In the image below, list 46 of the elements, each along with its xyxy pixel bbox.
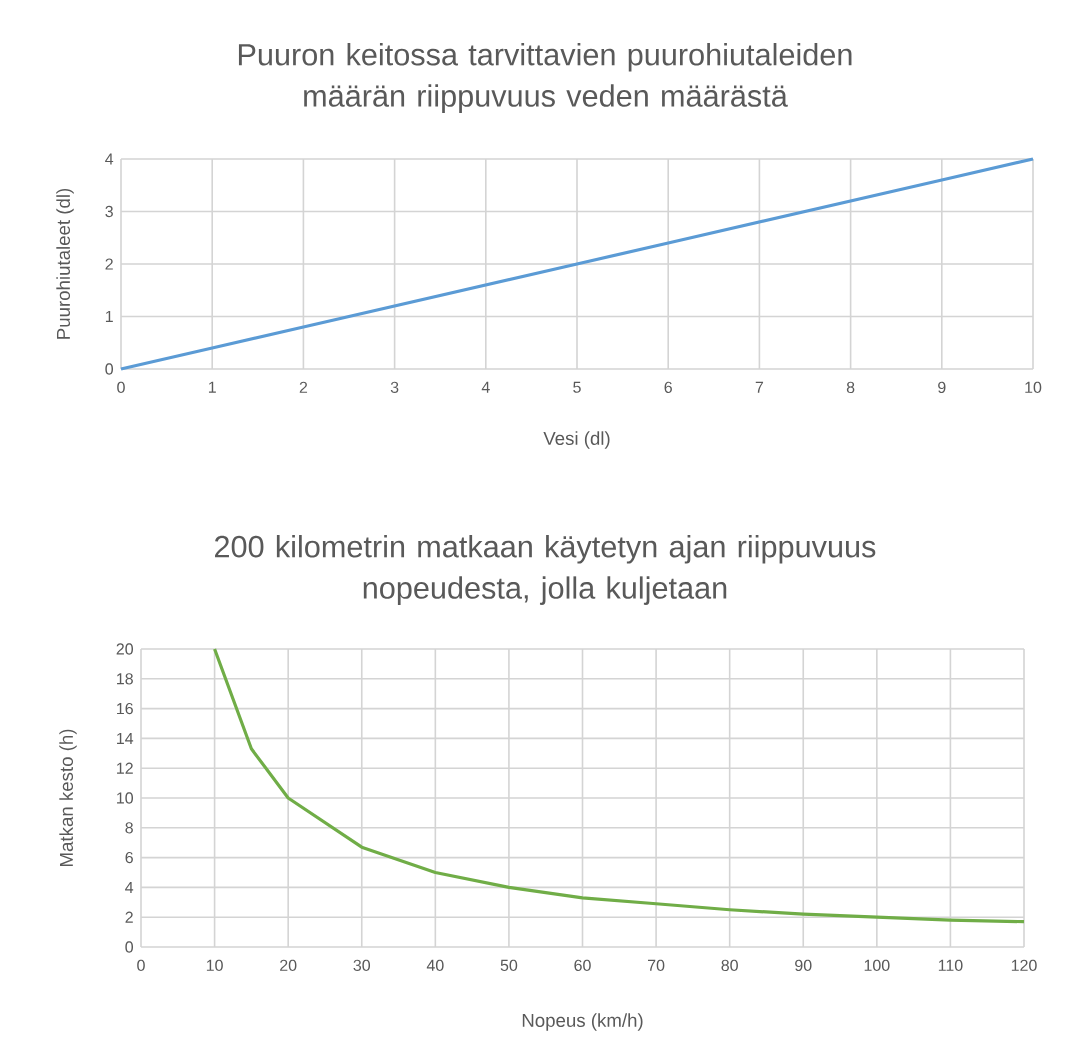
- y-tick-label: 20: [116, 643, 134, 655]
- x-tick-label: 5: [573, 381, 581, 393]
- y-tick-label: 10: [117, 792, 134, 804]
- y-tick-label: 2: [125, 911, 133, 923]
- y-tick-label: 12: [117, 762, 133, 774]
- chart-title: Puuron keitossa tarvittavien puurohiutaleiden määrän riippuvuus veden määrästä: [238, 43, 852, 113]
- x-axis-title: Vesi (dl): [543, 431, 610, 449]
- y-tick-label: 0: [105, 363, 114, 375]
- y-tick-label: 2: [105, 258, 113, 270]
- x-tick-label: 40: [426, 959, 444, 972]
- x-tick-label: 4: [481, 381, 490, 393]
- line-series: [212, 647, 1026, 924]
- x-tick-label: 6: [664, 381, 672, 394]
- x-tick-label: 110: [938, 959, 963, 972]
- x-tick-label: 2: [299, 381, 308, 393]
- x-tick-label: 7: [755, 381, 764, 393]
- y-tick-label: 1: [105, 310, 113, 322]
- x-tick-label: 3: [390, 381, 399, 394]
- x-tick-label: 30: [353, 959, 371, 972]
- x-axis-title: Nopeus (km/h): [522, 1013, 643, 1031]
- y-tick-label: 3: [105, 205, 113, 218]
- y-tick-label: 16: [117, 702, 133, 715]
- y-axis-title: Matkan kesto (h): [59, 729, 77, 866]
- x-tick-label: 20: [280, 959, 297, 972]
- x-tick-label: 100: [864, 959, 890, 972]
- x-tick-label: 0: [137, 959, 145, 972]
- x-tick-label: 90: [795, 959, 812, 972]
- x-tick-label: 120: [1011, 959, 1037, 972]
- x-tick-label: 1: [208, 381, 216, 393]
- chart-title: 200 kilometrin matkaan käytetyn ajan riippuvuus nopeudesta, jolla kuljetaan: [215, 535, 876, 605]
- y-tick-label: 4: [125, 881, 134, 893]
- y-axis-title: Puurohiutaleet (dl): [56, 188, 74, 339]
- y-tick-label: 14: [117, 732, 134, 744]
- x-tick-label: 10: [206, 959, 223, 972]
- x-tick-label: 8: [846, 381, 855, 394]
- x-tick-label: 9: [938, 381, 946, 394]
- y-tick-label: 6: [125, 851, 133, 864]
- y-tick-label: 0: [125, 941, 134, 953]
- x-tick-label: 60: [574, 959, 591, 972]
- y-tick-label: 4: [105, 153, 114, 165]
- x-tick-label: 70: [648, 959, 665, 972]
- y-tick-label: 8: [125, 822, 133, 834]
- y-tick-label: 18: [117, 673, 133, 685]
- x-tick-label: 50: [500, 959, 518, 972]
- x-tick-label: 80: [721, 959, 738, 972]
- x-tick-label: 10: [1025, 381, 1042, 394]
